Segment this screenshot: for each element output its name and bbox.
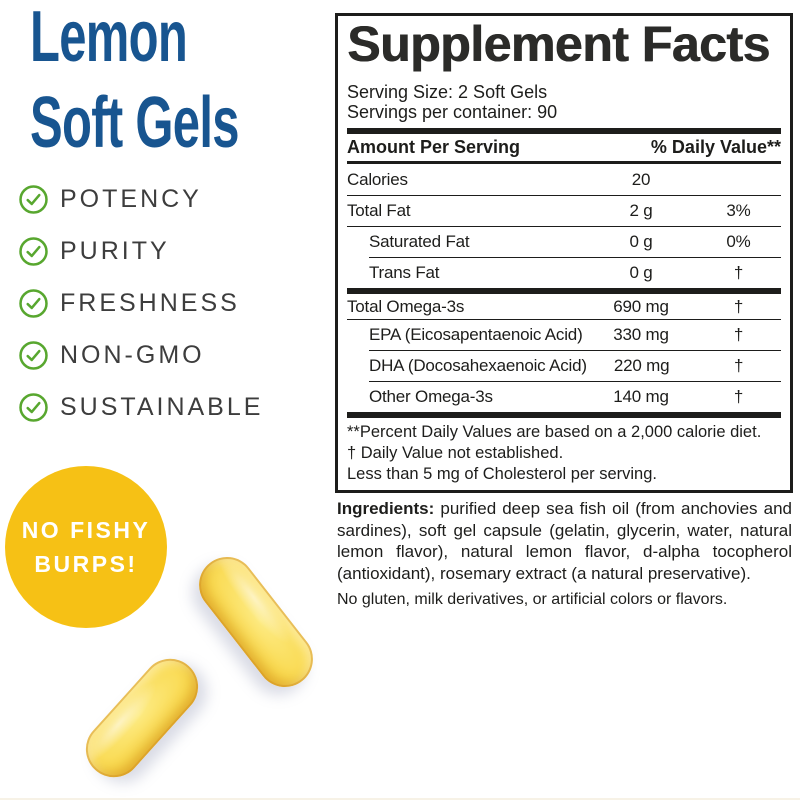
- badge-text-line2: BURPS!: [34, 551, 138, 577]
- feature-item-sustainable: SUSTAINABLE: [18, 392, 263, 423]
- nutrient-amount: 2 g: [629, 201, 653, 220]
- product-title-line2: Soft Gels: [30, 83, 239, 163]
- check-circle-icon: [19, 185, 48, 214]
- check-circle-icon: [19, 341, 48, 370]
- table-row-trans-fat: Trans Fat 0 g †: [347, 257, 781, 288]
- table-row-saturated-fat: Saturated Fat 0 g 0%: [347, 226, 781, 257]
- product-title: Lemon Soft Gels: [30, 0, 239, 166]
- divider-thick: [347, 128, 781, 134]
- footnotes: **Percent Daily Values are based on a 2,…: [347, 412, 781, 485]
- check-circle-icon: [19, 289, 48, 318]
- nutrient-daily-value: †: [733, 262, 744, 282]
- nutrient-amount: 690 mg: [613, 296, 669, 316]
- nutrient-amount: 330 mg: [613, 325, 669, 344]
- nutrient-amount: 20: [631, 169, 651, 189]
- nutrient-daily-value: †: [734, 355, 744, 375]
- feature-item-purity: PURITY: [18, 236, 263, 267]
- supplement-facts-title: Supplement Facts: [347, 16, 770, 72]
- product-title-line1: Lemon: [30, 0, 188, 77]
- check-circle-icon: [19, 393, 48, 422]
- footnote-daily-value-not-established: † Daily Value not established.: [347, 444, 564, 462]
- feature-item-non-gmo: NON-GMO: [18, 340, 263, 371]
- table-row-total-fat: Total Fat 2 g 3%: [347, 195, 781, 226]
- nutrient-name: Total Fat: [347, 201, 411, 220]
- amount-per-serving-header: Amount Per Serving: [347, 137, 521, 157]
- feature-label: NON-GMO: [60, 341, 205, 369]
- feature-label: FRESHNESS: [60, 289, 240, 317]
- ingredients-text: purified deep sea fish oil (from anchovi…: [337, 499, 792, 583]
- nutrient-amount: 140 mg: [613, 386, 669, 406]
- feature-label: PURITY: [60, 237, 170, 265]
- ingredients-paragraph: Ingredients: purified deep sea fish oil …: [337, 498, 792, 584]
- nutrient-daily-value: †: [733, 325, 744, 344]
- table-header: Amount Per Serving % Daily Value**: [347, 134, 781, 164]
- feature-label: POTENCY: [60, 185, 202, 213]
- table-row-other-omega-3s: Other Omega-3s 140 mg †: [347, 381, 781, 412]
- nutrient-name: Calories: [347, 169, 408, 189]
- ingredients-note: No gluten, milk derivatives, or artifici…: [337, 591, 728, 608]
- daily-value-header: % Daily Value**: [650, 137, 781, 157]
- nutrient-daily-value: 0%: [726, 232, 751, 251]
- nutrient-amount: 220 mg: [613, 355, 670, 375]
- badge-text-line1: NO FISHY: [21, 517, 151, 543]
- feature-item-freshness: FRESHNESS: [18, 288, 263, 319]
- feature-item-potency: POTENCY: [18, 184, 263, 215]
- feature-label: SUSTAINABLE: [60, 393, 264, 421]
- nutrient-daily-value: †: [733, 386, 744, 406]
- nutrient-daily-value: †: [733, 296, 744, 316]
- nutrient-name: Other Omega-3s: [369, 386, 493, 406]
- no-fishy-burps-badge: NO FISHY BURPS!: [5, 466, 167, 628]
- image-bottom-edge: [0, 798, 800, 800]
- nutrient-name: EPA (Eicosapentaenoic Acid): [369, 325, 583, 344]
- nutrient-amount: 0 g: [629, 262, 653, 282]
- nutrient-name: Total Omega-3s: [347, 296, 465, 316]
- softgel-capsule: [187, 545, 325, 699]
- serving-size: Serving Size: 2 Soft Gels: [347, 82, 548, 102]
- servings-per-container: Servings per container: 90: [347, 102, 558, 122]
- table-row-dha: DHA (Docosahexaenoic Acid) 220 mg †: [347, 350, 781, 381]
- supplement-facts-panel: Supplement Facts Serving Size: 2 Soft Ge…: [335, 13, 793, 493]
- softgel-capsule: [74, 647, 210, 789]
- table-row-epa: EPA (Eicosapentaenoic Acid) 330 mg †: [347, 319, 781, 350]
- check-circle-icon: [19, 237, 48, 266]
- nutrient-name: Trans Fat: [369, 262, 440, 282]
- footnote-cholesterol: Less than 5 mg of Cholesterol per servin…: [347, 465, 657, 483]
- table-row-total-omega-3s: Total Omega-3s 690 mg †: [347, 288, 781, 319]
- footnote-daily-values: **Percent Daily Values are based on a 2,…: [347, 423, 762, 441]
- nutrient-amount: 0 g: [629, 232, 653, 251]
- feature-list: POTENCY PURITY FRESHNESS NON-GMO SUSTAIN…: [18, 184, 263, 444]
- ingredients-label: Ingredients:: [337, 499, 435, 518]
- nutrient-name: DHA (Docosahexaenoic Acid): [369, 355, 587, 375]
- table-row-calories: Calories 20: [347, 164, 781, 195]
- nutrient-name: Saturated Fat: [369, 232, 470, 251]
- nutrient-daily-value: 3%: [726, 201, 751, 220]
